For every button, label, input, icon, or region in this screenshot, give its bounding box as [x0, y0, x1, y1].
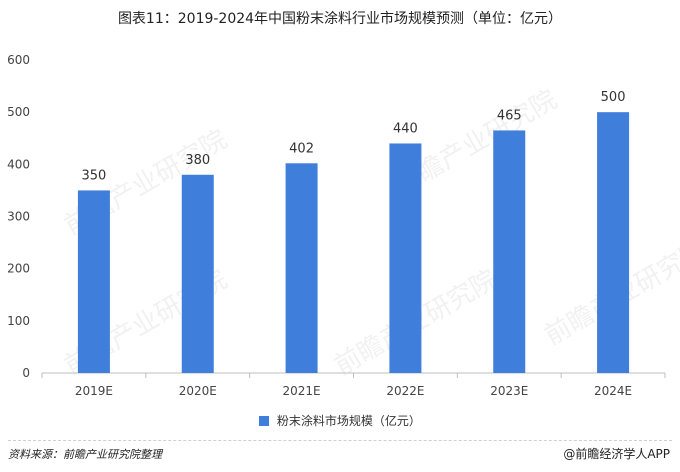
chart-title: 图表11：2019-2024年中国粉末涂料行业市场规模预测（单位：亿元） [117, 11, 563, 27]
bar [285, 163, 318, 373]
source-note: 资料来源：前瞻产业研究院整理 [8, 448, 162, 461]
brand-label: @前瞻经济学人APP [563, 447, 670, 461]
x-tick-label: 2020E [179, 384, 217, 398]
y-tick-label: 100 [7, 314, 30, 328]
y-tick-label: 400 [7, 157, 30, 171]
data-label: 440 [393, 121, 418, 136]
x-tick-label: 2019E [75, 384, 113, 398]
data-label: 465 [497, 108, 522, 123]
data-labels: 350 380 402 440 465 500 [82, 90, 626, 183]
watermark-layer: 前瞻产业研究院前瞻产业研究院前瞻产业研究院前瞻产业研究院前瞻产业研究院 [60, 85, 680, 382]
bar [389, 143, 422, 373]
data-label: 350 [82, 168, 107, 183]
legend-swatch [259, 416, 270, 426]
data-label: 380 [185, 153, 210, 168]
bar [77, 190, 110, 373]
y-axis: 0 100 200 300 400 500 600 [7, 53, 30, 380]
x-tick-label: 2021E [283, 384, 321, 398]
bar [181, 174, 214, 373]
bars [77, 112, 630, 374]
data-label: 402 [289, 141, 314, 156]
y-tick-label: 500 [7, 105, 30, 119]
x-axis: 2019E 2020E 2021E 2022E 2023E 2024E [41, 372, 666, 398]
y-tick-label: 200 [7, 262, 30, 276]
data-label: 500 [601, 90, 626, 105]
y-tick-label: 600 [7, 53, 30, 67]
bar [493, 130, 526, 373]
bar [597, 112, 630, 374]
legend-label: 粉末涂料市场规模（亿元） [276, 414, 421, 428]
footer-divider [8, 440, 672, 441]
x-tick-label: 2024E [594, 384, 632, 398]
x-tick-label: 2022E [386, 384, 424, 398]
y-tick-label: 0 [22, 366, 30, 380]
y-tick-label: 300 [7, 210, 30, 224]
legend: 粉末涂料市场规模（亿元） [0, 412, 680, 429]
x-tick-label: 2023E [490, 384, 528, 398]
bar-chart: 前瞻产业研究院前瞻产业研究院前瞻产业研究院前瞻产业研究院前瞻产业研究院 0 100… [7, 53, 680, 398]
